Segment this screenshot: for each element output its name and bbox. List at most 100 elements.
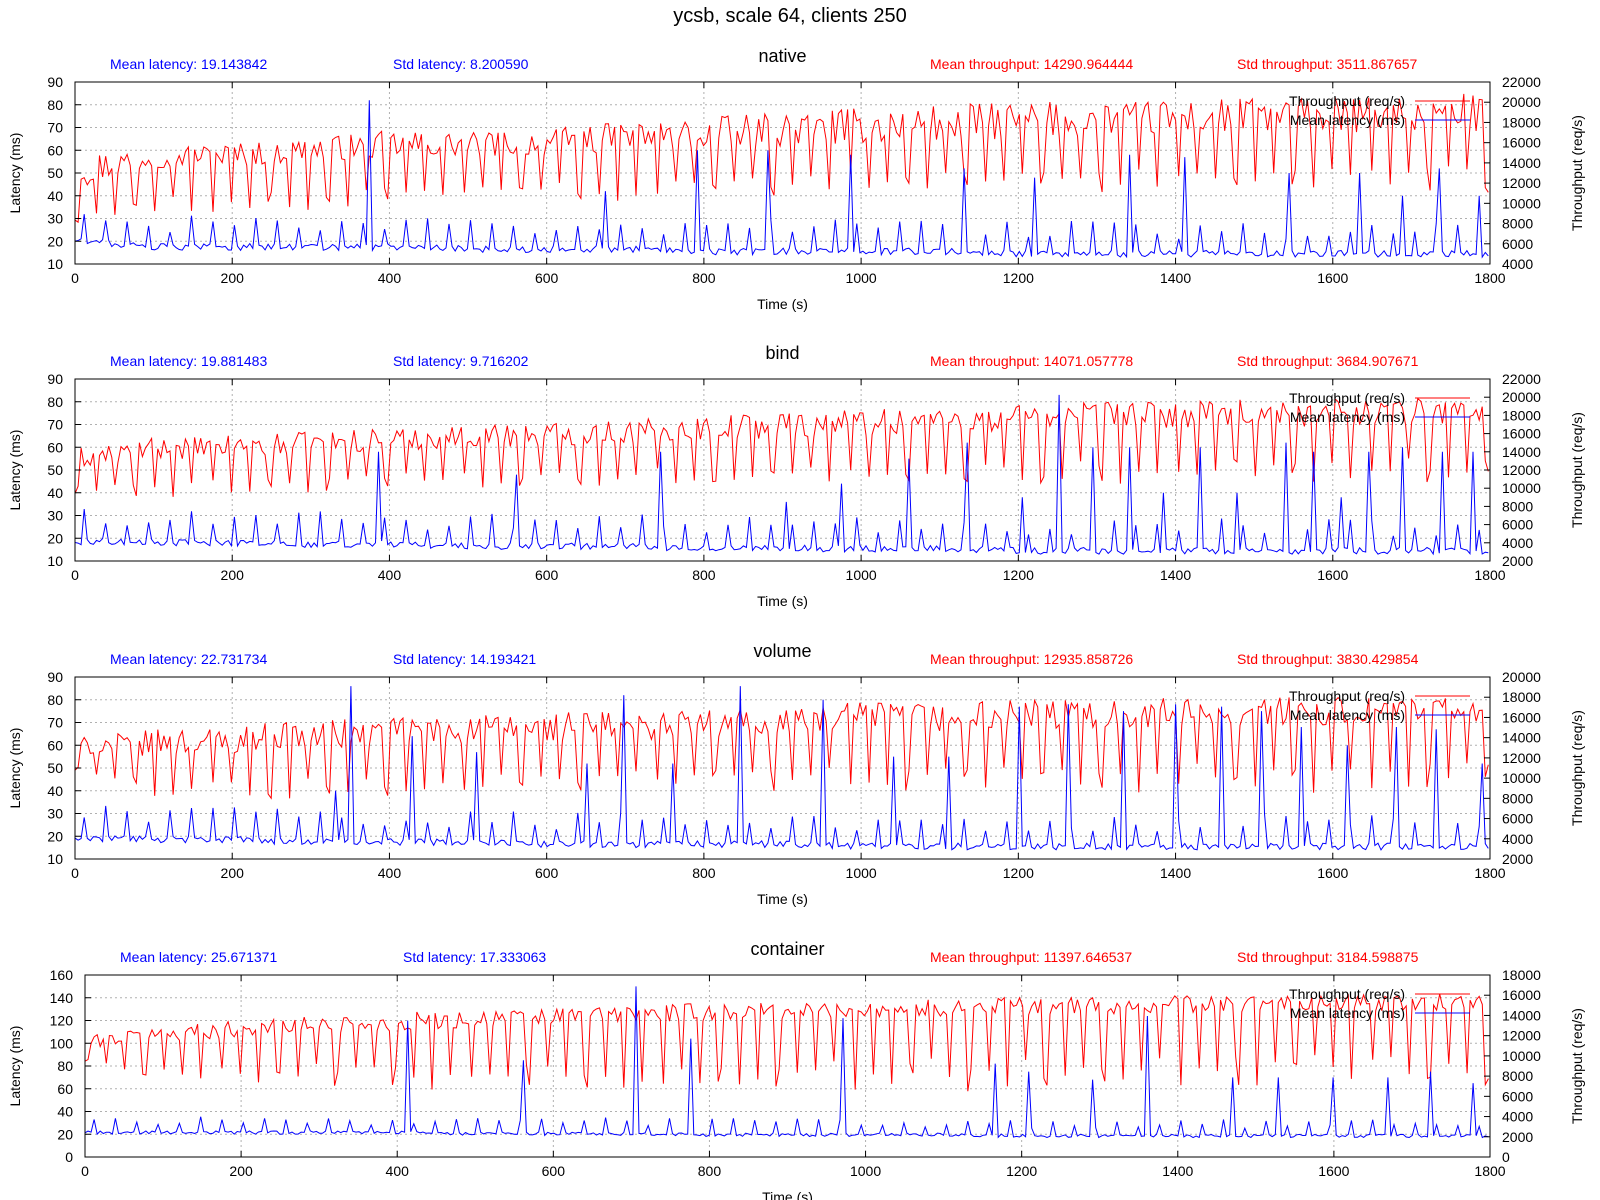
throughput-line [84,993,1489,1092]
y-tick-label: 10 [47,256,63,272]
x-tick-label: 1800 [1474,1163,1505,1179]
legend-latency-label: Mean latency (ms) [1290,707,1405,723]
throughput-line [74,696,1489,800]
throughput-line [74,397,1489,497]
mean-latency-label: Mean latency: 19.881483 [110,353,267,369]
y-tick-label: 40 [57,1104,73,1120]
x-tick-label: 0 [81,1163,89,1179]
x-tick-label: 800 [698,1163,722,1179]
y2-tick-label: 14000 [1502,1007,1541,1023]
y2-tick-label: 6000 [1502,1088,1533,1104]
y-tick-label: 50 [47,165,63,181]
mean-throughput-label: Mean throughput: 12935.858726 [930,651,1133,667]
y2-tick-label: 20000 [1502,389,1541,405]
panel-title: bind [765,343,799,363]
y-tick-label: 40 [47,188,63,204]
x-tick-label: 400 [378,567,402,583]
y-tick-label: 50 [47,462,63,478]
y-axis-label: Latency (ms) [7,133,23,214]
y2-tick-label: 4000 [1502,256,1533,272]
legend-throughput-label: Throughput (req/s) [1289,986,1405,1002]
x-tick-label: 1600 [1317,270,1348,286]
x-tick-label: 800 [692,270,716,286]
std-latency-label: Std latency: 8.200590 [393,56,529,72]
x-tick-label: 0 [71,865,79,881]
panel-title: native [758,46,806,66]
panel-title: container [750,939,824,959]
x-tick-label: 1600 [1317,865,1348,881]
latency-line [84,986,1489,1139]
y2-tick-label: 6000 [1502,517,1533,533]
x-tick-label: 1000 [850,1163,881,1179]
y-axis-label: Latency (ms) [7,430,23,511]
y-axis-label: Latency (ms) [7,1026,23,1107]
y2-tick-label: 16000 [1502,426,1541,442]
legend-throughput-label: Throughput (req/s) [1289,93,1405,109]
y-tick-label: 80 [47,97,63,113]
y2-tick-label: 22000 [1502,371,1541,387]
x-tick-label: 400 [378,865,402,881]
y-tick-label: 120 [50,1013,74,1029]
y-tick-label: 30 [47,508,63,524]
y2-tick-label: 6000 [1502,236,1533,252]
x-tick-label: 1800 [1474,865,1505,881]
mean-latency-label: Mean latency: 19.143842 [110,56,267,72]
y2-tick-label: 20000 [1502,669,1541,685]
y2-tick-label: 2000 [1502,1129,1533,1145]
x-tick-label: 1000 [846,567,877,583]
std-latency-label: Std latency: 14.193421 [393,651,536,667]
chart-panel-bind: bind Mean latency: 19.881483 Std latency: … [7,343,1585,609]
x-tick-label: 0 [71,270,79,286]
std-throughput-label: Std throughput: 3684.907671 [1237,353,1419,369]
x-tick-label: 1000 [846,270,877,286]
y-tick-label: 40 [47,485,63,501]
y-tick-label: 160 [50,967,74,983]
figure-title: ycsb, scale 64, clients 250 [673,5,906,27]
x-tick-label: 400 [386,1163,410,1179]
grid [75,82,1490,264]
y-tick-label: 70 [47,417,63,433]
chart-panel-container: container Mean latency: 25.671371 Std late… [7,939,1585,1200]
y2-tick-label: 18000 [1502,689,1541,705]
y-tick-label: 10 [47,851,63,867]
y2-axis-label: Throughput (req/s) [1569,115,1585,231]
std-throughput-label: Std throughput: 3184.598875 [1237,949,1419,965]
legend-throughput-label: Throughput (req/s) [1289,390,1405,406]
y2-tick-label: 2000 [1502,851,1533,867]
y2-tick-label: 4000 [1502,831,1533,847]
x-tick-label: 200 [229,1163,253,1179]
y-tick-label: 60 [47,737,63,753]
x-tick-label: 1000 [846,865,877,881]
y2-tick-label: 16000 [1502,709,1541,725]
x-axis-label: Time (s) [762,1189,813,1200]
y2-tick-label: 10000 [1502,770,1541,786]
x-tick-label: 1200 [1006,1163,1037,1179]
y2-tick-label: 18000 [1502,967,1541,983]
y2-tick-label: 14000 [1502,155,1541,171]
y-axis-label: Latency (ms) [7,728,23,809]
x-tick-label: 1200 [1003,567,1034,583]
panels: native Mean latency: 19.143842 Std latency… [7,46,1585,1200]
y-tick-label: 20 [47,828,63,844]
x-tick-label: 1200 [1003,865,1034,881]
std-throughput-label: Std throughput: 3830.429854 [1237,651,1419,667]
y-tick-label: 20 [47,233,63,249]
legend-throughput-label: Throughput (req/s) [1289,688,1405,704]
y2-tick-label: 8000 [1502,498,1533,514]
x-tick-label: 800 [692,865,716,881]
y-tick-label: 40 [47,783,63,799]
x-tick-label: 400 [378,270,402,286]
throughput-line [74,93,1489,224]
y-tick-label: 70 [47,715,63,731]
y-tick-label: 70 [47,120,63,136]
y-tick-label: 20 [47,530,63,546]
y2-tick-label: 18000 [1502,114,1541,130]
std-latency-label: Std latency: 17.333063 [403,949,546,965]
x-tick-label: 200 [221,567,245,583]
y-tick-label: 30 [47,806,63,822]
legend: Throughput (req/s) Mean latency (ms) [1289,688,1470,723]
legend-latency-label: Mean latency (ms) [1290,409,1405,425]
legend-latency-label: Mean latency (ms) [1290,112,1405,128]
y2-tick-label: 12000 [1502,462,1541,478]
